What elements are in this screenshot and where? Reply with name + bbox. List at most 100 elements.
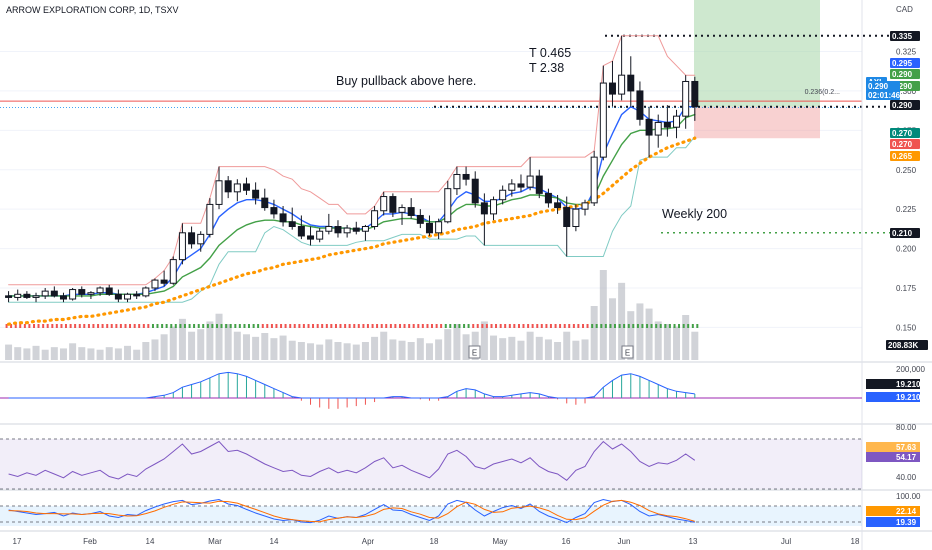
band-dot <box>495 324 498 328</box>
stop-zone[interactable] <box>694 106 820 139</box>
candle <box>114 289 122 303</box>
candle <box>480 193 488 246</box>
volume-bar <box>627 311 635 360</box>
svg-text:E: E <box>625 349 630 358</box>
candle-body <box>480 202 488 215</box>
candle-body <box>425 222 433 234</box>
price-tag-bg <box>890 128 920 138</box>
time-axis[interactable]: 17 Feb 14 Mar 14 Apr 18 May 16 Jun 13 Jul 18 <box>13 537 860 546</box>
volume-bar <box>325 339 333 360</box>
volume-bar <box>673 326 681 360</box>
candle <box>5 291 13 303</box>
band-dot <box>161 324 164 328</box>
price-tick-label: 0.250 <box>896 166 917 175</box>
band-dot <box>87 324 90 328</box>
band-dot <box>133 324 136 328</box>
rsi-pane[interactable] <box>8 440 696 481</box>
stoch-pane[interactable] <box>8 498 695 524</box>
band-dot <box>216 324 219 328</box>
volume-bar <box>178 318 186 360</box>
band-dot <box>531 324 534 328</box>
candles[interactable] <box>5 35 699 303</box>
band-dot <box>357 324 360 328</box>
volume-bar <box>636 303 644 360</box>
band-dot <box>138 324 141 328</box>
volume-bar <box>590 306 598 360</box>
candle-body <box>526 175 534 188</box>
band-dot <box>78 324 81 328</box>
band-dot <box>678 324 681 328</box>
volume-bar <box>297 342 305 360</box>
price-tag-bg <box>866 90 900 100</box>
band-dot <box>408 324 411 328</box>
candle-body <box>563 207 571 228</box>
rsi-line <box>8 440 696 481</box>
candle-body <box>206 203 214 235</box>
candle <box>416 209 424 229</box>
band-dot <box>632 324 635 328</box>
band-dot <box>348 324 351 328</box>
band-dot <box>156 324 159 328</box>
volume-bar <box>261 333 269 360</box>
candle <box>32 292 40 303</box>
earnings-marker[interactable]: E <box>468 345 481 359</box>
candle <box>572 204 580 232</box>
price-tag: 0.290 <box>890 69 920 79</box>
price-tag-text: 0.270 <box>892 129 913 138</box>
indicator-tag-bg <box>866 379 920 389</box>
candle <box>105 284 113 296</box>
band-dot <box>179 324 182 328</box>
candle-body <box>224 180 232 193</box>
candle <box>599 65 607 161</box>
volume-bar <box>206 321 214 360</box>
band-dot <box>321 324 324 328</box>
candle <box>563 196 571 257</box>
band-dot <box>403 324 406 328</box>
candle-body <box>398 207 406 213</box>
candle-body <box>233 183 241 193</box>
buy-note: Buy pullback above here. <box>336 74 476 88</box>
band-dot <box>211 324 214 328</box>
band-dot <box>568 324 571 328</box>
target-zone[interactable] <box>694 0 820 107</box>
band-dot <box>275 324 278 328</box>
candle-body <box>5 295 13 298</box>
time-tick-label: Jul <box>781 537 791 546</box>
candle-body <box>508 183 516 191</box>
indicator-tag: 54.17 <box>866 452 920 462</box>
candle-body <box>673 115 681 128</box>
candle-body <box>608 82 616 95</box>
volume-bar <box>197 329 205 360</box>
volume-bar <box>563 331 571 360</box>
indicator-tag-bg <box>866 506 920 516</box>
candle-body <box>371 210 379 228</box>
band-dot <box>527 324 530 328</box>
volume-bar <box>23 348 31 360</box>
candle <box>188 226 196 249</box>
candle-body <box>462 173 470 180</box>
candle-body <box>215 180 223 205</box>
macd-pane[interactable] <box>0 371 862 409</box>
candle <box>215 166 223 210</box>
band-dot <box>165 324 168 328</box>
volume-bar <box>389 339 397 360</box>
indicator-tag: 19.210 <box>866 392 921 402</box>
candle <box>371 206 379 230</box>
candle <box>96 286 104 296</box>
volume-bar <box>535 336 543 360</box>
candle-body <box>133 293 141 297</box>
band-dot <box>600 324 603 328</box>
indicator-tag-text: 19.210 <box>896 380 921 389</box>
indicator-tag-text: 19.39 <box>896 518 917 527</box>
earnings-marker[interactable]: E <box>621 345 634 359</box>
candle <box>316 228 324 243</box>
band-dot <box>604 324 607 328</box>
volume-bar <box>380 331 388 360</box>
band-dot <box>234 324 237 328</box>
volume-bar <box>160 334 168 360</box>
candle-body <box>380 196 388 212</box>
volume-bar <box>544 339 552 360</box>
indicator-tag-bg <box>866 392 920 402</box>
band-dot <box>257 324 260 328</box>
